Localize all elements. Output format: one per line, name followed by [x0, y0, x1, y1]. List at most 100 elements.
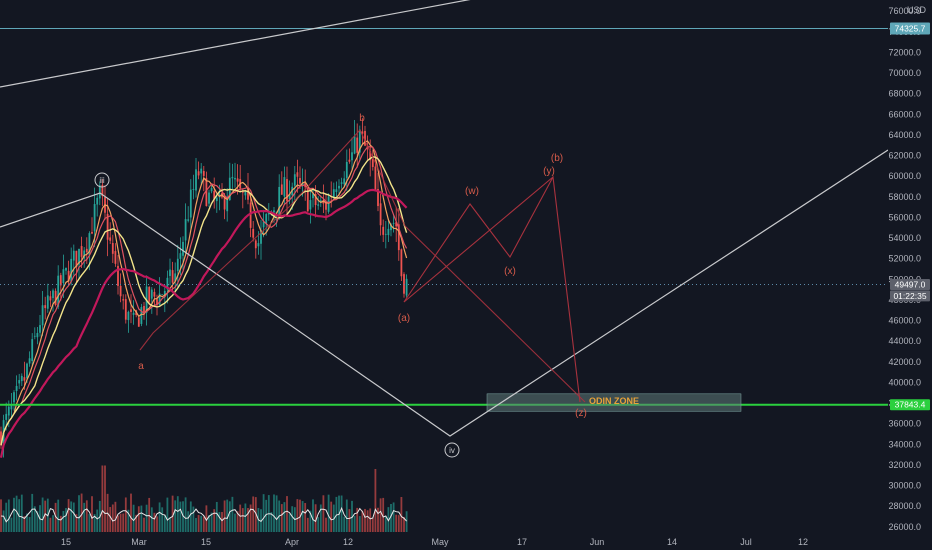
- candle-body: [5, 413, 8, 420]
- candle-body: [335, 189, 338, 192]
- impulse-wave-line[interactable]: [0, 149, 888, 437]
- candle-body: [358, 129, 361, 153]
- time-axis[interactable]: 15 Mar 15 Apr 12 May 17 Jun 14 Jul 12: [0, 532, 888, 550]
- candle-body: [143, 305, 145, 313]
- volume-bar: [218, 512, 221, 532]
- volume-bar: [343, 516, 346, 532]
- volume-bar: [13, 497, 15, 532]
- volume-bar: [351, 500, 353, 532]
- volume-bar: [117, 515, 119, 532]
- wave-label-y: (y): [543, 166, 555, 177]
- volume-bar: [101, 465, 104, 532]
- candle-body: [18, 380, 21, 384]
- countdown-tag: [890, 290, 930, 302]
- y-tick-label: 68000.0: [888, 89, 921, 99]
- volume-bar: [93, 514, 96, 532]
- wave-label-a: a: [138, 361, 144, 372]
- x-tick-label: 12: [798, 537, 808, 547]
- volume-bar: [236, 511, 239, 532]
- candle-body: [166, 277, 169, 290]
- y-tick-label: 44000.0: [888, 336, 921, 346]
- volume-bar: [127, 509, 130, 532]
- volume-bar: [179, 501, 182, 532]
- volume-bar: [345, 499, 348, 532]
- volume-bar: [109, 507, 112, 532]
- candle-body: [122, 299, 125, 301]
- volume-bar: [226, 499, 229, 532]
- volume-bar: [309, 510, 312, 532]
- volume-bar: [44, 500, 47, 532]
- candle-body: [403, 274, 405, 294]
- projection-wave-line[interactable]: [403, 175, 581, 403]
- volume-bar: [286, 496, 288, 532]
- candle-body: [364, 130, 366, 146]
- odin-zone-box[interactable]: [486, 393, 742, 412]
- volume-bar: [340, 495, 343, 532]
- volume-bar: [156, 516, 158, 532]
- volume-bar: [239, 504, 242, 532]
- volume-bar: [70, 501, 73, 532]
- candle-body: [351, 152, 353, 161]
- y-tick-label: 56000.0: [888, 212, 921, 222]
- candle-body: [356, 137, 359, 153]
- volume-bar: [304, 503, 307, 532]
- wave-label-iv[interactable]: iv: [444, 442, 460, 458]
- volume-bar: [215, 501, 218, 532]
- volume-bar: [228, 501, 231, 532]
- volume-bar: [114, 501, 117, 532]
- candle-body: [338, 185, 340, 189]
- x-tick-label: May: [431, 537, 449, 547]
- volume-bar: [317, 517, 320, 532]
- candle-body: [36, 332, 39, 338]
- candles: [0, 118, 408, 458]
- volume-bar: [57, 499, 60, 532]
- volume-bar: [208, 515, 210, 532]
- candle-body: [127, 311, 130, 321]
- wave-label-z: (z): [575, 408, 587, 419]
- y-tick-label: 40000.0: [888, 377, 921, 387]
- candle-body: [91, 231, 93, 234]
- candle-body: [387, 228, 390, 236]
- candle-body: [132, 312, 135, 315]
- volume-bar: [400, 497, 403, 532]
- volume-bar: [192, 506, 195, 532]
- candle-body: [377, 188, 379, 207]
- volume-bar: [249, 504, 252, 532]
- volume-bar: [54, 502, 57, 532]
- x-tick-label: 15: [201, 537, 211, 547]
- y-tick-label: 66000.0: [888, 109, 921, 119]
- y-tick-label: 28000.0: [888, 501, 921, 511]
- volume-bar: [273, 494, 275, 532]
- y-tick-label: 42000.0: [888, 357, 921, 367]
- volume-bar: [325, 517, 327, 532]
- volume-bar: [353, 515, 356, 532]
- x-tick-label: Mar: [131, 537, 147, 547]
- candle-body: [75, 250, 78, 268]
- candle-body: [345, 162, 348, 178]
- candle-body: [153, 291, 156, 297]
- candle-body: [67, 270, 70, 282]
- plot-area[interactable]: ODIN ZONE iii iv a b (a) (b) (w) (x) (y) (z): [0, 0, 888, 532]
- candle-body: [361, 131, 364, 134]
- candle-body: [169, 269, 171, 276]
- x-tick-label: Jul: [740, 537, 752, 547]
- volume-bar: [62, 510, 65, 532]
- price-axis[interactable]: USD 26000.0 28000.0 30000.0 32000.0 34000.0 36…: [888, 0, 932, 550]
- projection-channel-line[interactable]: [403, 176, 554, 303]
- wave-label-iii[interactable]: iii: [94, 172, 110, 188]
- candle-body: [306, 188, 309, 212]
- candle-body: [384, 233, 387, 235]
- corrective-wave-line[interactable]: [139, 129, 586, 403]
- volume-bar: [348, 509, 351, 532]
- upper-trendline[interactable]: [0, 0, 478, 88]
- candle-body: [23, 377, 26, 381]
- volume-bar: [59, 515, 62, 532]
- candle-body: [184, 219, 187, 241]
- candle-body: [161, 294, 164, 296]
- volume-bar: [41, 497, 44, 532]
- candle-body: [371, 159, 374, 167]
- candle-body: [80, 246, 83, 257]
- volume-bar: [75, 514, 78, 532]
